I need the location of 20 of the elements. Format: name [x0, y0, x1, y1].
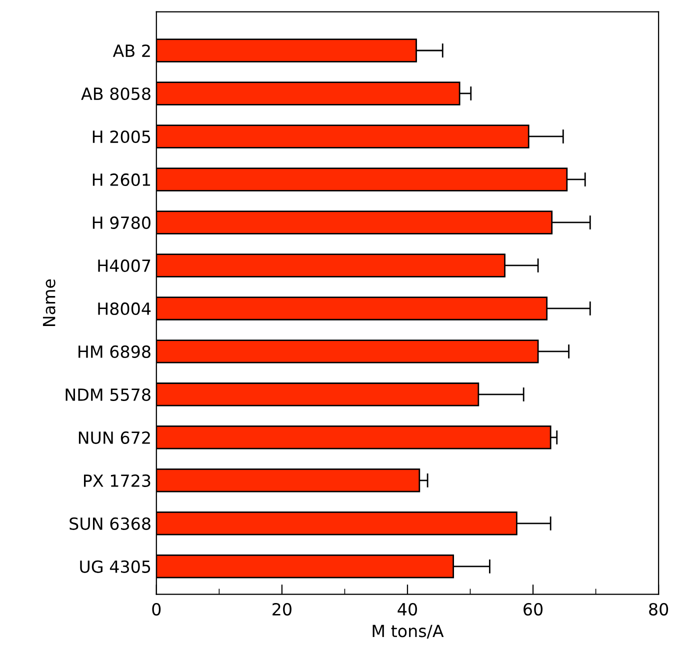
y-tick-label: AB 8058 — [81, 87, 150, 100]
y-tick-label: NUN 672 — [78, 431, 150, 444]
y-tick-label: SUN 6368 — [70, 517, 150, 530]
x-tick-label: 20 — [272, 602, 292, 616]
y-tick-label: H4007 — [98, 259, 150, 272]
y-tick-label: NDM 5578 — [66, 388, 150, 401]
y-tick-label: H 2601 — [92, 173, 150, 186]
x-tick-label: 40 — [398, 602, 417, 616]
y-axis-title: Name — [42, 279, 56, 326]
y-tick-label: PX 1723 — [84, 474, 150, 487]
y-tick-label: AB 2 — [112, 44, 150, 57]
x-axis-title: M tons/A — [372, 624, 444, 639]
y-tick-label: H 2005 — [92, 130, 150, 144]
y-tick-label: H 9780 — [92, 216, 150, 230]
x-tick-label: 80 — [649, 602, 668, 616]
y-tick-label: H8004 — [98, 302, 151, 316]
x-tick-label: 0 — [152, 602, 161, 616]
y-tick-label: HM 6898 — [78, 345, 150, 358]
x-tick-label: 60 — [524, 602, 543, 616]
y-tick-label: UG 4305 — [80, 560, 150, 573]
